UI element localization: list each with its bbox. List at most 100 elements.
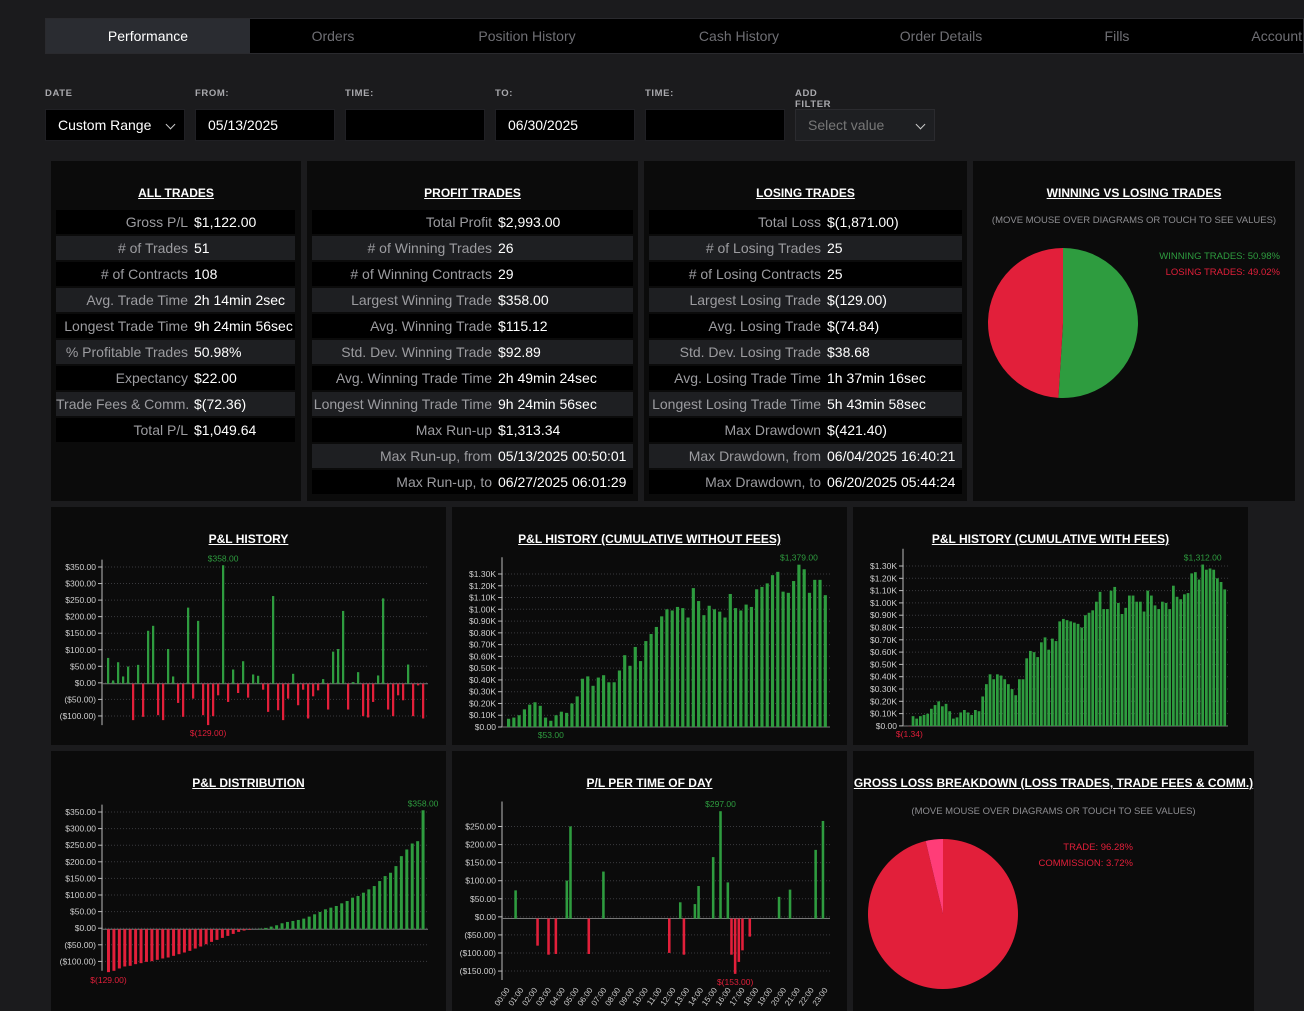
bar[interactable] — [134, 929, 138, 965]
bar[interactable] — [723, 617, 727, 727]
bar[interactable] — [389, 872, 393, 930]
date-range-select[interactable]: Custom Range — [45, 109, 185, 141]
bar[interactable] — [1069, 621, 1073, 726]
bar[interactable] — [272, 596, 275, 684]
bar[interactable] — [107, 929, 110, 973]
tab-orders[interactable]: Orders — [311, 28, 355, 44]
bar[interactable] — [402, 683, 405, 701]
bar[interactable] — [267, 683, 270, 712]
bar[interactable] — [712, 609, 717, 727]
bar[interactable] — [797, 564, 801, 727]
bar[interactable] — [974, 710, 977, 726]
pnl-cum-without-fees-chart[interactable]: $1.30K $1.20K $1.10K$1.00K $0.90K $0.80K $0.7… — [452, 507, 847, 745]
bar[interactable] — [1080, 627, 1084, 726]
bar[interactable] — [1161, 601, 1164, 726]
bar[interactable] — [702, 615, 706, 727]
bar[interactable] — [681, 608, 685, 727]
bar[interactable] — [231, 929, 235, 934]
bar[interactable] — [821, 820, 825, 919]
bar[interactable] — [554, 918, 558, 954]
bar[interactable] — [1131, 595, 1135, 726]
pnl-cum-with-fees-chart[interactable]: $1.30K $1.20K $1.10K $1.00K $0.90K $0.80K $0.7… — [853, 507, 1248, 745]
bar[interactable] — [955, 717, 959, 726]
bar[interactable] — [122, 676, 125, 684]
bar[interactable] — [117, 662, 120, 684]
bar[interactable] — [382, 598, 385, 684]
bar[interactable] — [1098, 591, 1102, 726]
bar[interactable] — [1128, 595, 1131, 726]
bar[interactable] — [258, 928, 262, 930]
bar[interactable] — [1216, 578, 1219, 726]
bar[interactable] — [123, 929, 127, 967]
bar[interactable] — [911, 716, 915, 726]
tab-order-details[interactable]: Order Details — [899, 28, 983, 44]
bar[interactable] — [252, 674, 255, 684]
bar[interactable] — [112, 680, 115, 684]
bar[interactable] — [417, 683, 420, 686]
bar[interactable] — [1212, 569, 1216, 726]
bar[interactable] — [749, 606, 753, 727]
bar[interactable] — [232, 669, 235, 684]
bar[interactable] — [933, 705, 937, 726]
bar[interactable] — [282, 683, 285, 721]
bar[interactable] — [357, 672, 360, 684]
bar[interactable] — [944, 703, 948, 726]
bar[interactable] — [188, 929, 192, 951]
bar[interactable] — [575, 696, 579, 727]
bar[interactable] — [760, 586, 764, 727]
bar[interactable] — [302, 918, 306, 930]
bar[interactable] — [602, 675, 606, 727]
bar[interactable] — [340, 903, 344, 930]
bar[interactable] — [788, 889, 792, 919]
bar[interactable] — [748, 918, 752, 937]
tab-fills[interactable]: Fills — [1104, 28, 1130, 44]
bar[interactable] — [744, 604, 748, 727]
bar[interactable] — [654, 626, 658, 727]
bar[interactable] — [287, 683, 290, 699]
bar[interactable] — [792, 581, 796, 727]
bar[interactable] — [172, 676, 175, 684]
win-loss-slice-losing-trades[interactable] — [988, 248, 1063, 398]
bar[interactable] — [280, 923, 284, 930]
bar[interactable] — [711, 857, 715, 919]
bar[interactable] — [139, 929, 143, 964]
bar[interactable] — [730, 918, 733, 955]
bar[interactable] — [981, 696, 985, 726]
bar[interactable] — [963, 710, 966, 726]
bar[interactable] — [1025, 658, 1029, 726]
bar[interactable] — [930, 708, 933, 726]
bar[interactable] — [522, 709, 527, 727]
bar[interactable] — [814, 849, 817, 919]
bar[interactable] — [1197, 579, 1201, 726]
bar[interactable] — [161, 929, 165, 959]
bar[interactable] — [155, 929, 159, 960]
bar[interactable] — [1157, 609, 1161, 726]
bar[interactable] — [1047, 649, 1051, 726]
bar[interactable] — [1051, 638, 1054, 726]
bar[interactable] — [770, 575, 775, 727]
gross-loss-slice-commission[interactable] — [925, 839, 943, 914]
bar[interactable] — [1183, 594, 1186, 726]
bar[interactable] — [607, 682, 611, 727]
bar[interactable] — [372, 683, 375, 702]
bar[interactable] — [591, 685, 595, 727]
bar[interactable] — [536, 918, 539, 946]
bar[interactable] — [226, 929, 230, 936]
bar[interactable] — [755, 589, 759, 727]
bar[interactable] — [192, 683, 195, 699]
bar[interactable] — [623, 655, 627, 727]
bar[interactable] — [362, 683, 365, 717]
bar[interactable] — [739, 610, 743, 727]
bar[interactable] — [1040, 642, 1043, 726]
bar[interactable] — [416, 841, 420, 930]
bar[interactable] — [776, 571, 780, 727]
bar[interactable] — [670, 610, 674, 727]
bar[interactable] — [1014, 695, 1018, 726]
bar[interactable] — [528, 704, 532, 727]
bar[interactable] — [378, 881, 382, 930]
win-loss-pie-chart[interactable] — [988, 247, 1139, 399]
bar[interactable] — [422, 683, 425, 719]
bar[interactable] — [144, 929, 148, 962]
bar[interactable] — [367, 889, 371, 930]
bar[interactable] — [565, 880, 569, 919]
